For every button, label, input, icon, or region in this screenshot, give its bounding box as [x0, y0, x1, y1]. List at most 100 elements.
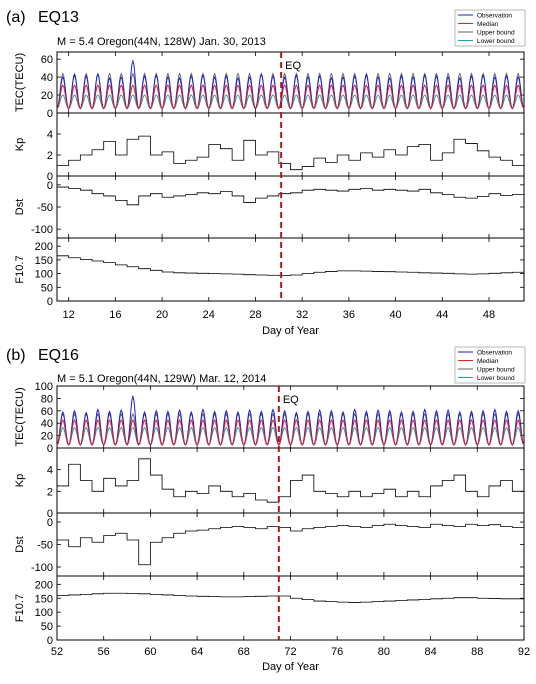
kp-panel [56, 447, 525, 514]
x-tick-label: 84 [424, 646, 436, 658]
dst-ylabel: Dst [14, 199, 26, 216]
eq-label: EQ [283, 394, 299, 406]
f107-ylabel: F10.7 [14, 255, 26, 283]
kp-series-line [57, 458, 525, 503]
kp-ylabel: Kp [14, 474, 26, 487]
dst-frame [56, 175, 525, 239]
tec-ylabel: TEC(TECU) [14, 53, 26, 112]
x-tick-label: 40 [389, 309, 401, 321]
kp-ytick-label: 0 [47, 171, 53, 183]
dst-ytick-label: -50 [37, 202, 53, 214]
dst-panel [56, 175, 525, 239]
kp-ytick-label: 4 [47, 129, 53, 141]
dst-ytick-label: 0 [47, 517, 53, 529]
legend-entry: Median [477, 21, 499, 28]
legend-entry: Lower bound [477, 38, 515, 45]
kp-panel [56, 112, 525, 177]
kp-ylabel: Kp [14, 138, 26, 151]
kp-ytick-label: 0 [47, 508, 53, 520]
dst-panel [56, 512, 525, 577]
legend-entry: Upper bound [477, 367, 515, 374]
dst-ylabel: Dst [14, 536, 26, 553]
tec-median-line [56, 419, 525, 446]
x-tick-label: 32 [296, 309, 308, 321]
f107-series-line [57, 255, 525, 276]
dst-ytick-label: -50 [37, 540, 53, 552]
tec-ytick-label: 100 [35, 381, 53, 393]
tec-panel [56, 385, 525, 449]
f107-ytick-label: 150 [35, 593, 53, 605]
dst-series-line [57, 523, 525, 566]
x-tick-label: 60 [144, 646, 156, 658]
tec-ytick-label: 0 [47, 443, 53, 455]
f107-ytick-label: 150 [35, 255, 53, 267]
f107-ytick-label: 200 [35, 241, 53, 253]
tec-ytick-label: 0 [47, 108, 53, 120]
legend-entry: Lower bound [477, 375, 515, 382]
x-axis-label: Day of Year [262, 325, 319, 337]
dst-ytick-label: 0 [47, 180, 53, 192]
f107-ytick-label: 0 [47, 635, 53, 647]
tec-upper-bound-line [56, 72, 525, 110]
f107-panel [56, 575, 525, 641]
x-tick-label: 80 [378, 646, 390, 658]
tec-ytick-label: 40 [41, 72, 53, 84]
panel-tag: (b) [6, 347, 26, 364]
f107-ytick-label: 50 [41, 621, 53, 633]
x-tick-label: 76 [331, 646, 343, 658]
x-tick-label: 48 [483, 309, 495, 321]
x-tick-label: 28 [249, 309, 261, 321]
tec-ytick-label: 80 [41, 393, 53, 405]
legend-entry: Upper bound [477, 30, 515, 37]
x-tick-label: 68 [238, 646, 250, 658]
kp-ytick-label: 2 [47, 150, 53, 162]
x-tick-label: 52 [51, 646, 63, 658]
x-tick-label: 92 [518, 646, 530, 658]
x-tick-label: 56 [98, 646, 110, 658]
dst-frame [56, 512, 525, 577]
chart-subtitle: M = 5.4 Oregon(44N, 128W) Jan. 30, 2013 [57, 36, 266, 48]
x-tick-label: 24 [203, 309, 215, 321]
f107-ytick-label: 100 [35, 269, 53, 281]
f107-frame [56, 237, 525, 302]
legend-entry: Median [477, 358, 499, 365]
tec-lower-bound-line [56, 426, 525, 446]
kp-series-line [57, 135, 525, 171]
x-tick-label: 16 [109, 309, 121, 321]
x-tick-label: 36 [343, 309, 355, 321]
f107-ytick-label: 100 [35, 607, 53, 619]
f107-panel [56, 237, 525, 302]
f107-ytick-label: 0 [47, 296, 53, 308]
event-name: EQ16 [38, 347, 79, 364]
tec-ytick-label: 40 [41, 418, 53, 430]
kp-ytick-label: 4 [47, 465, 53, 477]
x-tick-label: 12 [63, 309, 75, 321]
tec-upper-bound-line [56, 412, 525, 446]
dst-ytick-label: -100 [31, 562, 53, 574]
x-tick-label: 72 [284, 646, 296, 658]
tec-ytick-label: 60 [41, 54, 53, 66]
tec-lower-bound-line [56, 94, 525, 110]
event-name: EQ13 [38, 9, 79, 26]
eq-label: EQ [285, 60, 301, 72]
chart-subtitle: M = 5.1 Oregon(44N, 129W) Mar. 12, 2014 [57, 373, 266, 385]
f107-series-line [57, 592, 524, 603]
dst-series-line [57, 186, 525, 206]
x-tick-label: 44 [436, 309, 448, 321]
dst-ytick-label: -100 [31, 224, 53, 236]
legend-entry: Observation [477, 350, 512, 357]
tec-ytick-label: 20 [41, 431, 53, 443]
tec-median-line [56, 84, 525, 110]
x-tick-label: 20 [156, 309, 168, 321]
x-tick-label: 88 [471, 646, 483, 658]
f107-frame [56, 575, 525, 641]
f107-ytick-label: 200 [35, 579, 53, 591]
x-tick-label: 64 [191, 646, 203, 658]
tec-panel [56, 51, 525, 114]
tec-ytick-label: 20 [41, 90, 53, 102]
tec-ylabel: TEC(TECU) [14, 387, 26, 446]
